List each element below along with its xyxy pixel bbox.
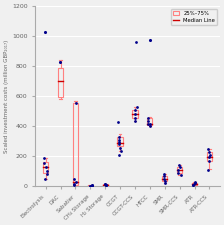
Point [192,182,196,186]
Bar [207,152,212,161]
Point [207,150,210,153]
Point [58,60,61,63]
Point [148,124,151,128]
Point [164,179,167,183]
Bar [147,118,153,125]
Point [104,184,108,187]
Point [146,119,150,123]
Point [119,149,123,153]
Point [90,184,94,187]
Point [178,165,181,168]
Bar [58,68,63,97]
Point [134,40,138,44]
Point [118,140,121,144]
Point [72,182,75,186]
Legend: 25%–75%, Median Line: 25%–75%, Median Line [170,9,217,25]
Point [73,184,76,187]
Point [104,183,107,187]
Bar [192,183,197,184]
Point [43,30,46,34]
Point [103,182,107,186]
Point [43,156,46,159]
Point [74,180,78,183]
Point [88,184,91,188]
Point [179,173,183,177]
Point [149,38,152,42]
Point [177,163,181,166]
Bar [162,176,167,181]
Point [162,173,166,176]
Point [45,172,49,176]
Point [148,122,151,126]
Point [206,168,210,171]
Point [191,183,195,186]
Point [90,184,93,187]
Point [74,101,78,105]
Point [133,119,137,123]
Point [117,153,121,156]
Point [116,120,120,123]
Point [177,168,180,171]
Point [147,116,150,120]
Point [135,106,138,109]
Point [193,181,197,185]
Point [208,160,211,163]
Point [103,182,107,185]
Point [133,108,137,112]
Bar [132,110,138,118]
Bar [103,184,108,185]
Point [43,178,47,181]
Y-axis label: Scaled investment costs (million GBP₂₀₁₇): Scaled investment costs (million GBP₂₀₁₇… [4,40,9,153]
Point [207,147,210,151]
Point [44,166,48,169]
Point [43,161,46,165]
Point [90,184,94,187]
Point [88,184,92,188]
Bar [88,185,93,186]
Point [208,153,212,156]
Bar [43,162,48,173]
Point [191,183,195,187]
Point [162,177,166,180]
Point [177,171,180,174]
Point [134,116,137,120]
Point [193,181,197,184]
Bar [117,137,123,146]
Point [163,181,166,184]
Point [118,146,122,150]
Point [207,155,211,159]
Point [104,183,108,186]
Point [118,135,121,139]
Point [45,169,48,173]
Point [72,178,76,181]
Point [117,142,121,146]
Bar [177,166,182,173]
Point [147,122,150,126]
Point [162,175,166,178]
Bar [73,103,78,185]
Point [117,138,121,141]
Point [133,112,137,116]
